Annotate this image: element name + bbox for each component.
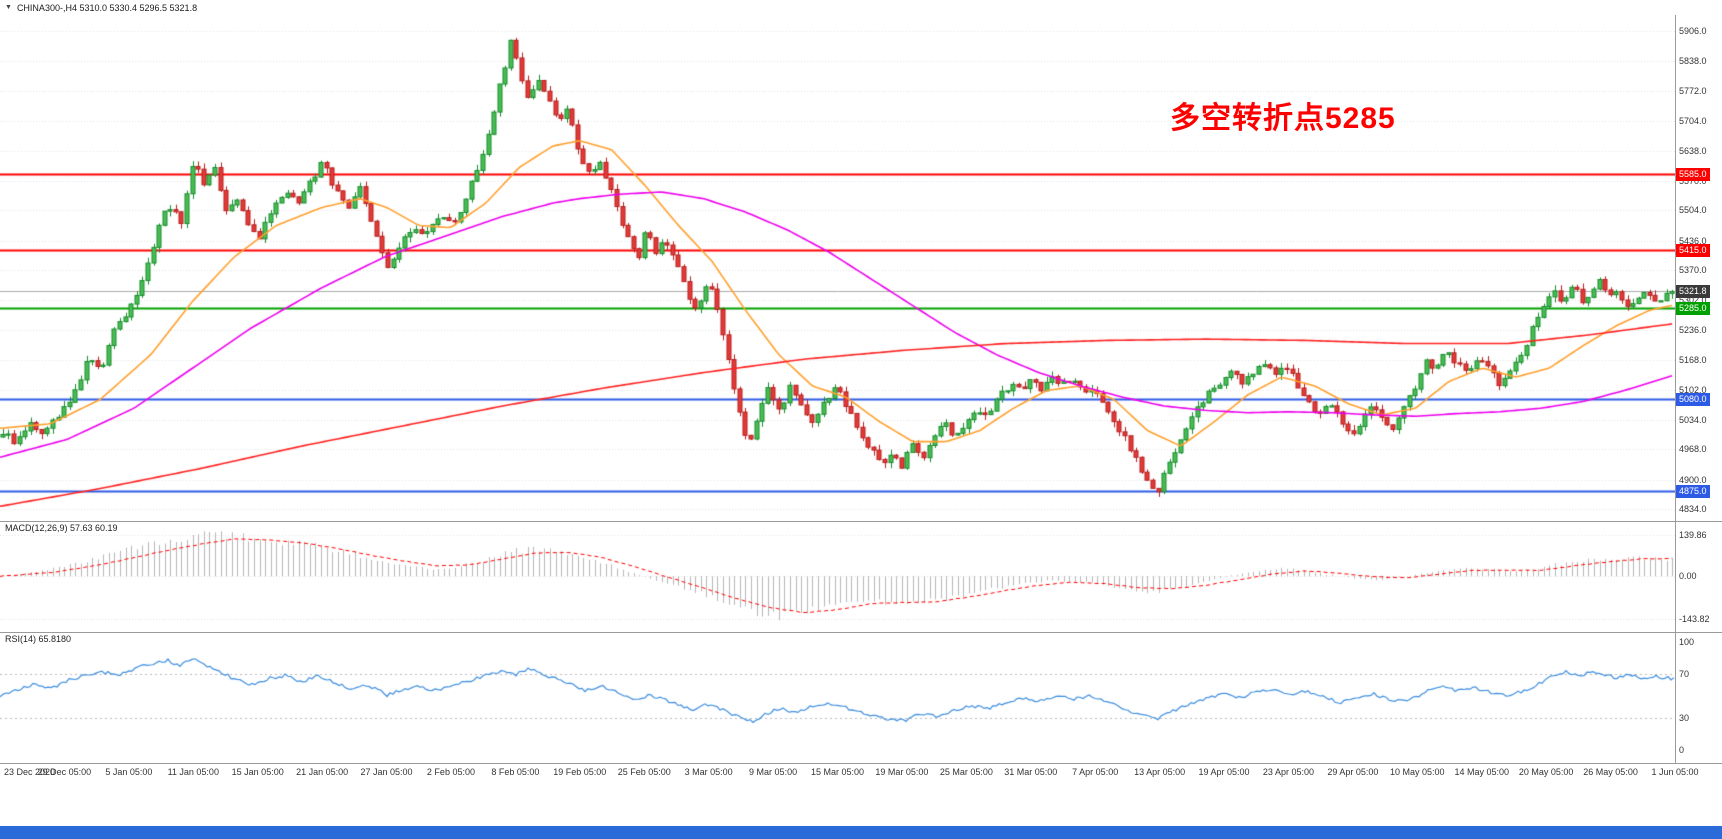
price-tick-label: 5034.0 bbox=[1679, 414, 1707, 425]
macd-label: MACD(12,26,9) 57.63 60.19 bbox=[5, 523, 118, 533]
level-price-badge: 5585.0 bbox=[1676, 168, 1710, 182]
time-axis-label: 2 Feb 05:00 bbox=[426, 767, 475, 777]
time-axis-label: 21 Jan 05:00 bbox=[296, 767, 349, 777]
rsi-panel: RSI(14) 65.8180 bbox=[0, 633, 1675, 763]
price-tick-label: 5168.0 bbox=[1679, 355, 1707, 366]
time-axis-label: 10 May 05:00 bbox=[1390, 767, 1445, 777]
price-tick-label: 70 bbox=[1679, 669, 1690, 680]
time-axis-label: 5 Jan 05:00 bbox=[105, 767, 153, 777]
main-chart-panel: 多空转折点5285 bbox=[0, 15, 1675, 521]
time-axis-label: 23 Apr 05:00 bbox=[1262, 767, 1314, 777]
time-axis-label: 19 Feb 05:00 bbox=[553, 767, 607, 777]
time-axis-label: 25 Mar 05:00 bbox=[939, 767, 993, 777]
time-axis-label: 15 Jan 05:00 bbox=[231, 767, 284, 777]
axis-separator bbox=[1675, 15, 1676, 764]
price-tick-label: 0 bbox=[1679, 745, 1685, 755]
level-price-badge: 4875.0 bbox=[1676, 484, 1710, 498]
current-price-badge: 5321.8 bbox=[1676, 285, 1710, 299]
time-axis-label: 29 Apr 05:00 bbox=[1327, 767, 1379, 777]
time-axis-label: 31 Mar 05:00 bbox=[1004, 767, 1058, 777]
price-chart-canvas[interactable] bbox=[0, 15, 1675, 521]
panel-separator[interactable] bbox=[0, 632, 1722, 633]
time-axis[interactable]: 23 Dec 2020 29 Dec 05:00 5 Jan 05:00 11 Jan… bbox=[0, 764, 1722, 782]
price-tick-label: 4900.0 bbox=[1679, 474, 1707, 485]
price-tick-label: -143.82 bbox=[1679, 614, 1710, 625]
price-tick-label: 139.86 bbox=[1679, 529, 1707, 540]
time-axis-label: 8 Feb 05:00 bbox=[491, 767, 540, 777]
bottom-bar bbox=[0, 826, 1722, 839]
price-tick-label: 0.00 bbox=[1679, 571, 1697, 582]
price-tick-label: 4834.0 bbox=[1679, 504, 1707, 514]
price-tick-label: 5436.0 bbox=[1679, 235, 1707, 246]
time-axis-label: 15 Mar 05:00 bbox=[810, 767, 865, 777]
annotation-text[interactable]: 多空转折点5285 bbox=[1170, 102, 1396, 135]
price-tick-label: 5370.0 bbox=[1679, 265, 1707, 275]
price-tick-label: 5838.0 bbox=[1679, 56, 1707, 67]
time-axis-label: 7 Apr 05:00 bbox=[1072, 767, 1119, 777]
time-axis-label: 3 Mar 05:00 bbox=[684, 767, 733, 777]
time-axis-label: 14 May 05:00 bbox=[1454, 767, 1509, 777]
time-axis-label: 11 Jan 05:00 bbox=[167, 767, 219, 777]
time-axis-label: 13 Apr 05:00 bbox=[1134, 767, 1186, 777]
macd-canvas[interactable] bbox=[0, 522, 1675, 632]
price-tick-label: 30 bbox=[1679, 712, 1690, 723]
price-tick-label: 4968.0 bbox=[1679, 444, 1707, 455]
time-axis-label: 26 May 05:00 bbox=[1583, 767, 1638, 777]
time-axis-label: 19 Mar 05:00 bbox=[875, 767, 929, 777]
panel-separator[interactable] bbox=[0, 521, 1722, 522]
price-tick-label: 5906.0 bbox=[1679, 26, 1707, 36]
time-axis-label: 19 Apr 05:00 bbox=[1198, 767, 1250, 777]
price-tick-label: 5236.0 bbox=[1679, 324, 1707, 335]
time-axis-label: 1 Jun 05:00 bbox=[1651, 767, 1699, 777]
price-axis[interactable]: 5906.05838.05772.05704.05638.05570.05504… bbox=[1676, 15, 1722, 782]
level-price-badge: 5080.0 bbox=[1676, 393, 1710, 407]
chart-info-bar: ▼ CHINA300-,H4 5310.0 5330.4 5296.5 5321… bbox=[0, 0, 1722, 15]
price-tick-label: 100 bbox=[1679, 637, 1695, 647]
chart-region: 多空转折点5285 MACD(12,26,9) 57.63 60.19 RSI(… bbox=[0, 15, 1722, 826]
level-price-badge: 5415.0 bbox=[1676, 243, 1710, 257]
price-tick-label: 5504.0 bbox=[1679, 205, 1707, 216]
price-tick-label: 5102.0 bbox=[1679, 384, 1707, 395]
time-axis-label: 25 Feb 05:00 bbox=[617, 767, 671, 777]
price-tick-label: 5638.0 bbox=[1679, 145, 1707, 156]
collapse-ohlc-icon[interactable]: ▼ bbox=[5, 4, 12, 11]
panel-separator bbox=[0, 763, 1722, 764]
symbol-ohlc-text: CHINA300-,H4 5310.0 5330.4 5296.5 5321.8 bbox=[16, 2, 198, 13]
time-axis-label: 27 Jan 05:00 bbox=[360, 767, 413, 777]
time-axis-label: 9 Mar 05:00 bbox=[749, 767, 798, 777]
time-axis-label: 20 May 05:00 bbox=[1518, 767, 1574, 777]
price-tick-label: 5704.0 bbox=[1679, 116, 1707, 127]
level-price-badge: 5285.0 bbox=[1676, 301, 1710, 315]
rsi-label: RSI(14) 65.8180 bbox=[5, 634, 72, 644]
rsi-canvas[interactable] bbox=[0, 633, 1675, 763]
macd-panel: MACD(12,26,9) 57.63 60.19 bbox=[0, 522, 1675, 632]
price-tick-label: 5302.0 bbox=[1679, 295, 1707, 306]
time-axis-label: 23 Dec 2020 bbox=[4, 767, 56, 777]
time-axis-label: 29 Dec 05:00 bbox=[37, 767, 92, 777]
price-tick-label: 5772.0 bbox=[1679, 85, 1707, 96]
